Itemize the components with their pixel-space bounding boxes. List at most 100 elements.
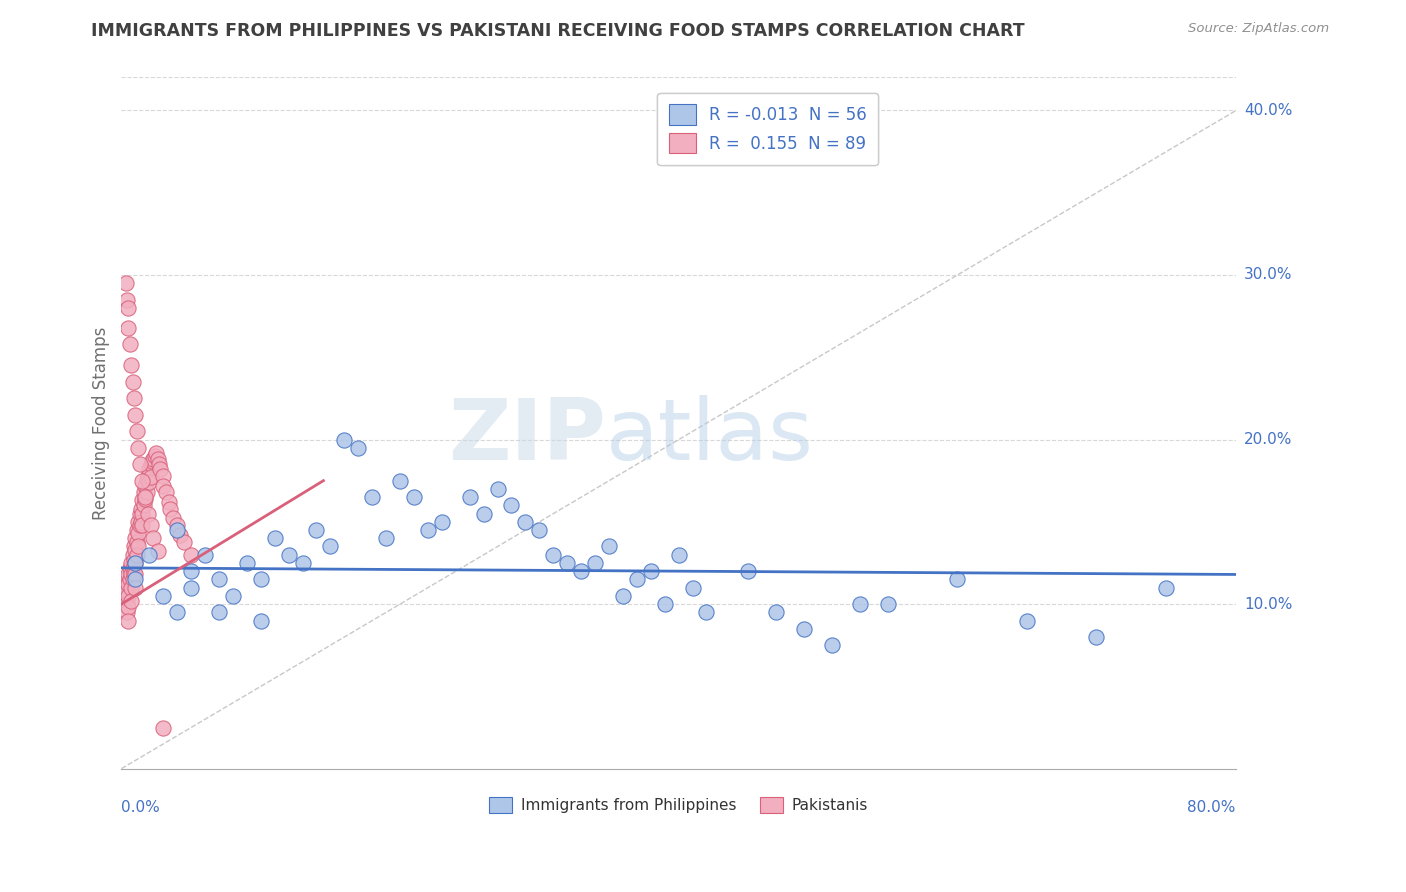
- Point: [155, 485, 177, 500]
- Text: Source: ZipAtlas.com: Source: ZipAtlas.com: [1188, 22, 1329, 36]
- Point: [115, 293, 138, 307]
- Point: [194, 548, 217, 562]
- Point: [124, 556, 146, 570]
- Point: [124, 581, 146, 595]
- Point: [169, 528, 191, 542]
- Point: [120, 594, 142, 608]
- Text: 30.0%: 30.0%: [1244, 268, 1292, 283]
- Point: [125, 548, 148, 562]
- Point: [134, 478, 156, 492]
- Point: [120, 567, 142, 582]
- Point: [173, 534, 195, 549]
- Point: [430, 515, 453, 529]
- Point: [138, 548, 160, 562]
- Point: [125, 534, 148, 549]
- Point: [180, 581, 202, 595]
- Point: [876, 597, 898, 611]
- Point: [121, 561, 143, 575]
- Point: [115, 597, 138, 611]
- Point: [118, 337, 141, 351]
- Point: [166, 523, 188, 537]
- Point: [142, 531, 165, 545]
- Point: [138, 462, 160, 476]
- Point: [598, 540, 620, 554]
- Point: [122, 552, 145, 566]
- Point: [152, 721, 174, 735]
- Point: [121, 375, 143, 389]
- Point: [136, 468, 159, 483]
- Point: [120, 359, 142, 373]
- Point: [152, 468, 174, 483]
- Point: [848, 597, 870, 611]
- Text: atlas: atlas: [606, 395, 814, 478]
- Point: [1085, 630, 1108, 644]
- Point: [1015, 614, 1038, 628]
- Point: [131, 474, 153, 488]
- Point: [127, 526, 149, 541]
- Point: [122, 392, 145, 406]
- Point: [159, 501, 181, 516]
- Point: [139, 518, 162, 533]
- Point: [115, 583, 138, 598]
- Point: [114, 276, 136, 290]
- Point: [529, 523, 551, 537]
- Point: [128, 457, 150, 471]
- Point: [142, 452, 165, 467]
- Text: IMMIGRANTS FROM PHILIPPINES VS PAKISTANI RECEIVING FOOD STAMPS CORRELATION CHART: IMMIGRANTS FROM PHILIPPINES VS PAKISTANI…: [91, 22, 1025, 40]
- Point: [152, 478, 174, 492]
- Point: [135, 472, 157, 486]
- Legend: R = -0.013  N = 56, R =  0.155  N = 89: R = -0.013 N = 56, R = 0.155 N = 89: [657, 93, 879, 165]
- Point: [117, 567, 139, 582]
- Point: [486, 482, 509, 496]
- Point: [501, 499, 523, 513]
- Point: [127, 441, 149, 455]
- Point: [124, 573, 146, 587]
- Point: [135, 485, 157, 500]
- Point: [208, 573, 231, 587]
- Point: [249, 614, 271, 628]
- Point: [236, 556, 259, 570]
- Point: [129, 501, 152, 516]
- Point: [291, 556, 314, 570]
- Point: [555, 556, 578, 570]
- Point: [124, 556, 146, 570]
- Point: [117, 600, 139, 615]
- Point: [458, 490, 481, 504]
- Point: [668, 548, 690, 562]
- Point: [737, 564, 759, 578]
- Point: [626, 573, 648, 587]
- Point: [180, 548, 202, 562]
- Point: [132, 499, 155, 513]
- Point: [146, 452, 169, 467]
- Point: [122, 566, 145, 580]
- Point: [118, 561, 141, 575]
- Point: [180, 564, 202, 578]
- Text: 20.0%: 20.0%: [1244, 432, 1292, 447]
- Point: [132, 485, 155, 500]
- Point: [946, 573, 969, 587]
- Y-axis label: Receiving Food Stamps: Receiving Food Stamps: [93, 326, 110, 520]
- Point: [640, 564, 662, 578]
- Point: [793, 622, 815, 636]
- Text: 80.0%: 80.0%: [1188, 800, 1236, 814]
- Point: [117, 301, 139, 315]
- Point: [139, 457, 162, 471]
- Point: [122, 540, 145, 554]
- Point: [127, 515, 149, 529]
- Point: [117, 577, 139, 591]
- Point: [208, 605, 231, 619]
- Point: [263, 531, 285, 545]
- Point: [146, 544, 169, 558]
- Point: [222, 589, 245, 603]
- Point: [541, 548, 564, 562]
- Point: [277, 548, 299, 562]
- Point: [157, 495, 180, 509]
- Text: ZIP: ZIP: [449, 395, 606, 478]
- Point: [141, 454, 163, 468]
- Point: [143, 449, 166, 463]
- Point: [139, 470, 162, 484]
- Point: [472, 507, 495, 521]
- Point: [361, 490, 384, 504]
- Point: [821, 638, 844, 652]
- Text: 10.0%: 10.0%: [1244, 597, 1292, 612]
